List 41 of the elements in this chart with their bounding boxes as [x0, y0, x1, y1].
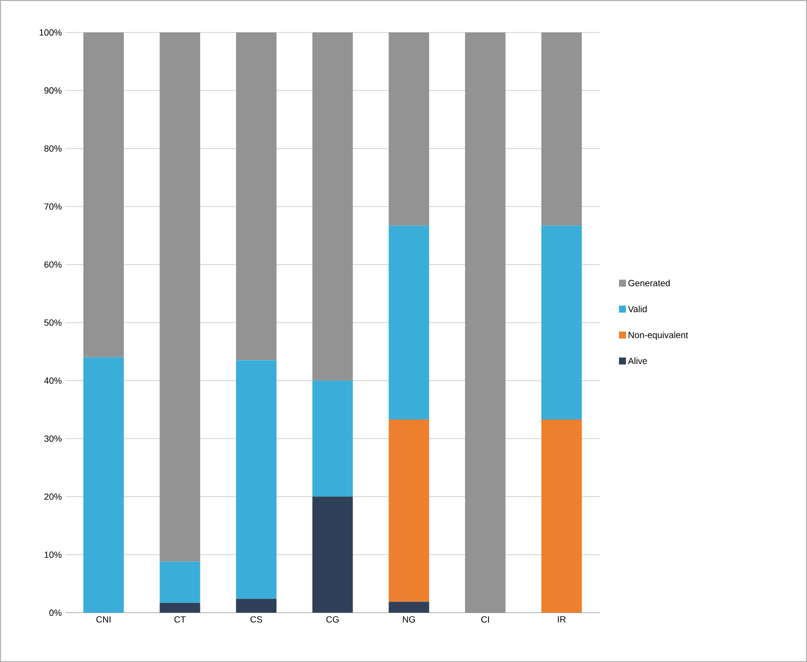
x-tick-label: CG: [326, 616, 339, 623]
bar: [541, 226, 582, 420]
legend-label: Valid: [628, 306, 647, 312]
bar: [160, 32, 200, 562]
legend-label: Non-equivalent: [628, 331, 688, 340]
bar: [83, 32, 124, 358]
bar: [312, 496, 353, 613]
x-tick-label: CI: [481, 616, 489, 623]
bar: [465, 32, 506, 613]
bar: [388, 602, 430, 613]
bar: [541, 32, 582, 226]
x-tick-label: CS: [250, 616, 262, 623]
bar: [83, 357, 124, 613]
bar: [388, 226, 430, 420]
y-tick-label: 60%: [44, 261, 62, 268]
x-tick-label: NG: [402, 616, 415, 623]
bar: [236, 360, 276, 599]
legend-label: Generated: [628, 280, 670, 286]
bar: [312, 380, 353, 497]
bar: [541, 419, 582, 613]
x-tick-label: IR: [558, 616, 566, 622]
y-tick-label: 100%: [40, 29, 62, 36]
y-tick-label: 50%: [44, 319, 62, 326]
x-tick-label: CT: [174, 616, 186, 623]
bar: [312, 32, 353, 381]
y-tick-label: 10%: [44, 551, 62, 558]
y-tick-label: 90%: [44, 87, 62, 94]
bar: [388, 32, 430, 226]
x-tick-label: CNI: [96, 616, 110, 623]
y-tick-label: 80%: [44, 145, 62, 152]
y-tick-label: 0%: [49, 609, 62, 616]
y-tick-label: 70%: [44, 203, 62, 210]
bar: [388, 419, 430, 602]
bar: [236, 598, 276, 613]
bar: [160, 602, 200, 613]
y-tick-label: 20%: [44, 493, 62, 500]
bar: [160, 562, 200, 603]
bar: [236, 32, 276, 360]
y-tick-label: 40%: [44, 377, 62, 384]
legend-label: Alive: [628, 357, 647, 364]
y-tick-label: 30%: [44, 435, 62, 442]
